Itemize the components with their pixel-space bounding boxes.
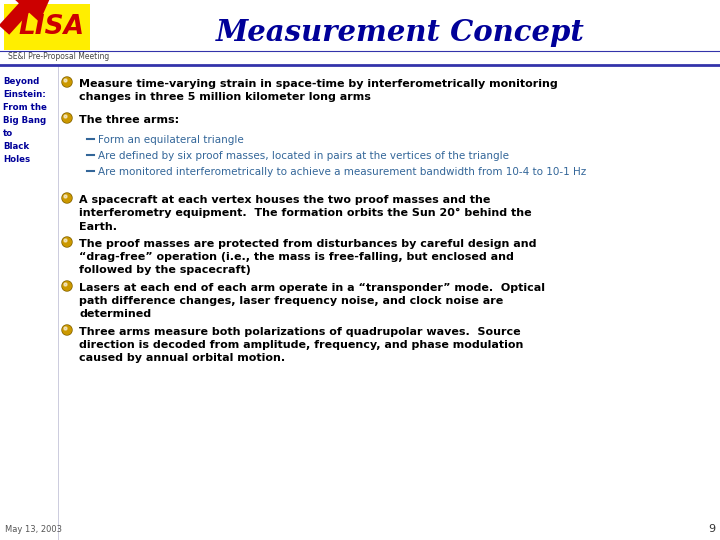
- Circle shape: [63, 326, 71, 334]
- Text: The three arms:: The three arms:: [79, 115, 179, 125]
- Text: Measurement Concept: Measurement Concept: [215, 18, 585, 47]
- Circle shape: [63, 282, 71, 290]
- Circle shape: [63, 114, 71, 122]
- Circle shape: [64, 239, 67, 242]
- Text: Holes: Holes: [3, 155, 30, 164]
- Circle shape: [64, 283, 67, 286]
- Text: Measure time-varying strain in space-time by interferometrically monitoring
chan: Measure time-varying strain in space-tim…: [79, 79, 558, 102]
- Circle shape: [62, 325, 72, 335]
- Circle shape: [64, 79, 67, 82]
- Text: to: to: [3, 129, 13, 138]
- Circle shape: [64, 327, 67, 330]
- Circle shape: [62, 77, 72, 87]
- Text: From the: From the: [3, 103, 47, 112]
- Circle shape: [62, 193, 72, 203]
- Text: Are monitored interferometrically to achieve a measurement bandwidth from 10-4 t: Are monitored interferometrically to ach…: [98, 167, 586, 177]
- Bar: [4, 4, 90, 50]
- Circle shape: [64, 195, 67, 198]
- Text: Lasers at each end of each arm operate in a “transponder” mode.  Optical
path di: Lasers at each end of each arm operate i…: [79, 283, 545, 319]
- Circle shape: [62, 281, 72, 291]
- Circle shape: [63, 194, 71, 202]
- FancyArrow shape: [0, 0, 66, 35]
- Bar: [0, 0, 720, 65]
- Text: The proof masses are protected from disturbances by careful design and
“drag-fre: The proof masses are protected from dist…: [79, 239, 536, 275]
- Text: 9: 9: [708, 524, 715, 534]
- Circle shape: [64, 115, 67, 118]
- Text: SE&I Pre-Proposal Meeting: SE&I Pre-Proposal Meeting: [8, 52, 109, 61]
- Text: Black: Black: [3, 142, 30, 151]
- Text: Beyond: Beyond: [3, 77, 40, 86]
- Circle shape: [63, 238, 71, 246]
- Text: Einstein:: Einstein:: [3, 90, 46, 99]
- Text: Are defined by six proof masses, located in pairs at the vertices of the triangl: Are defined by six proof masses, located…: [98, 151, 509, 161]
- Text: Big Bang: Big Bang: [3, 116, 46, 125]
- Circle shape: [62, 237, 72, 247]
- Circle shape: [63, 78, 71, 86]
- Text: A spacecraft at each vertex houses the two proof masses and the
interferometry e: A spacecraft at each vertex houses the t…: [79, 195, 531, 232]
- Text: Form an equilateral triangle: Form an equilateral triangle: [98, 135, 244, 145]
- Text: LISA: LISA: [18, 14, 84, 40]
- Text: May 13, 2003: May 13, 2003: [5, 525, 62, 534]
- Circle shape: [62, 113, 72, 123]
- Text: Three arms measure both polarizations of quadrupolar waves.  Source
direction is: Three arms measure both polarizations of…: [79, 327, 523, 363]
